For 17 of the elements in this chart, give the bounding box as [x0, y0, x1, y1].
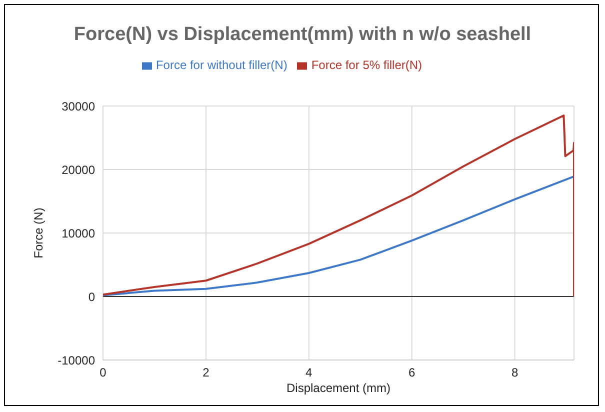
y-tick-label: 0: [88, 290, 96, 304]
line-series: [103, 175, 574, 296]
y-tick-label: -10000: [58, 353, 96, 368]
x-tick-label: 6: [408, 366, 416, 380]
chart-title: Force(N) vs Displacement(mm) with n w/o seashell: [72, 24, 532, 46]
legend-label: Force for without filler(N): [156, 58, 288, 72]
x-tick-label: 4: [306, 366, 313, 380]
x-tick-label: 8: [511, 366, 518, 380]
line-series: [103, 114, 574, 298]
y-axis-title: Force (N): [31, 208, 46, 258]
y-tick-label: 20000: [62, 162, 96, 177]
legend-label: Force for 5% filler(N): [311, 58, 422, 72]
x-tick-label: 0: [100, 366, 107, 380]
y-tick-label: 30000: [62, 99, 96, 114]
y-tick-label: 10000: [62, 226, 96, 240]
x-tick-label: 2: [202, 366, 210, 380]
x-axis-title: Displacement (mm): [286, 381, 391, 395]
